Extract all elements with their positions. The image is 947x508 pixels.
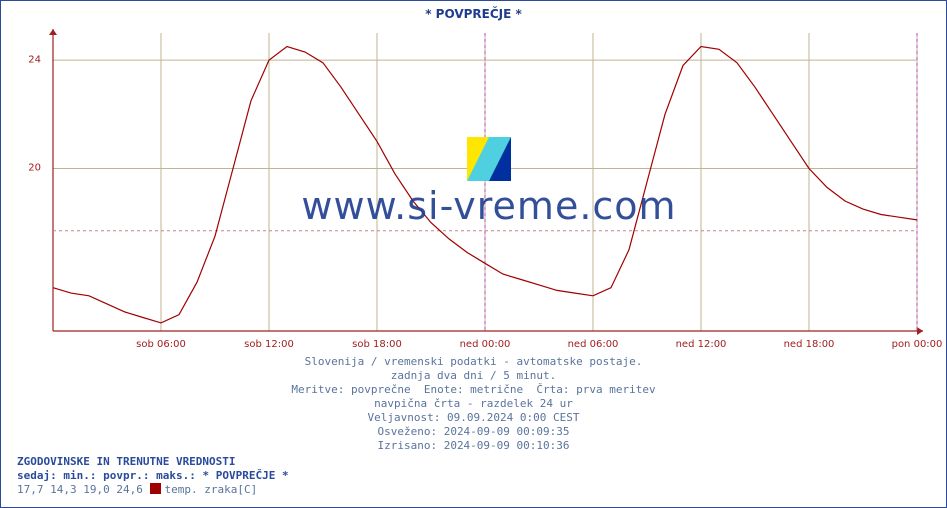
footer-meta: Slovenija / vremenski podatki - avtomats… [1, 355, 946, 453]
stats-min-label: min.: [63, 469, 96, 482]
footer-line: Slovenija / vremenski podatki - avtomats… [1, 355, 946, 369]
footer-line: Izrisano: 2024-09-09 00:10:36 [1, 439, 946, 453]
x-tick-label: ned 00:00 [460, 339, 511, 350]
legend-swatch-icon [150, 483, 161, 494]
stats-now-value: 17,7 [17, 483, 44, 496]
stats-labels-row: sedaj: min.: povpr.: maks.: * POVPREČJE … [17, 469, 289, 483]
x-tick-label: sob 06:00 [136, 339, 186, 350]
x-tick-label: sob 18:00 [352, 339, 402, 350]
footer-line: Veljavnost: 09.09.2024 0:00 CEST [1, 411, 946, 425]
chart-container: www.si-vreme.com * POVPREČJE * www.si-vr… [0, 0, 947, 508]
stats-values-row: 17,7 14,3 19,0 24,6 temp. zraka[C] [17, 483, 289, 497]
x-axis-ticks: sob 06:00 sob 12:00 sob 18:00 ned 00:00 ned … [47, 339, 931, 353]
footer-line: navpična črta - razdelek 24 ur [1, 397, 946, 411]
stats-now-label: sedaj: [17, 469, 57, 482]
stats-header: ZGODOVINSKE IN TRENUTNE VREDNOSTI [17, 455, 289, 469]
stats-avg-value: 19,0 [83, 483, 110, 496]
x-tick-label: ned 18:00 [784, 339, 835, 350]
stats-series-title: * POVPREČJE * [202, 469, 288, 482]
footer-line: Osveženo: 2024-09-09 00:09:35 [1, 425, 946, 439]
plot-svg [47, 27, 931, 337]
x-tick-label: pon 00:00 [892, 339, 943, 350]
chart-title: * POVPREČJE * [1, 7, 946, 21]
legend-label: temp. zraka[C] [165, 483, 258, 496]
x-tick-label: ned 12:00 [676, 339, 727, 350]
stats-max-label: maks.: [156, 469, 196, 482]
y-axis-ticks: 2024 [1, 27, 45, 337]
y-tick-label: 24 [28, 55, 41, 66]
footer-line: Meritve: povprečne Enote: metrične Črta:… [1, 383, 946, 397]
stats-min-value: 14,3 [50, 483, 77, 496]
x-tick-label: ned 06:00 [568, 339, 619, 350]
stats-max-value: 24,6 [116, 483, 143, 496]
plot-area [47, 27, 931, 337]
x-tick-label: sob 12:00 [244, 339, 294, 350]
stats-avg-label: povpr.: [103, 469, 149, 482]
y-tick-label: 20 [28, 163, 41, 174]
footer-line: zadnja dva dni / 5 minut. [1, 369, 946, 383]
stats-block: ZGODOVINSKE IN TRENUTNE VREDNOSTI sedaj:… [17, 455, 289, 497]
